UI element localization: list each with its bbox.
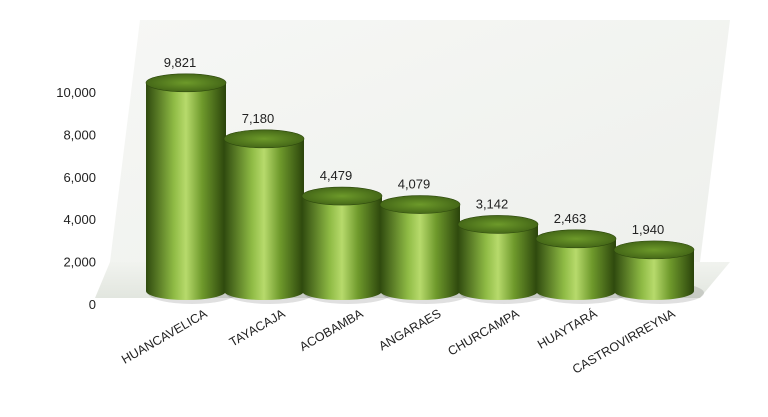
bar bbox=[223, 129, 314, 304]
bar-top bbox=[457, 215, 539, 234]
y-tick-label: 2,000 bbox=[63, 255, 96, 270]
bar bbox=[535, 229, 626, 304]
bar-body bbox=[536, 238, 616, 300]
bar-top bbox=[379, 195, 461, 214]
y-axis: 0 2,000 4,000 6,000 8,000 10,000 bbox=[56, 85, 96, 312]
y-tick-label: 10,000 bbox=[56, 85, 96, 100]
bar-body bbox=[302, 196, 382, 300]
bar bbox=[613, 240, 704, 304]
data-label: 4,079 bbox=[398, 177, 431, 192]
bar bbox=[301, 186, 392, 304]
data-labels: 9,821 7,180 4,479 4,079 3,142 2,463 1,940 bbox=[164, 55, 665, 237]
bar-top bbox=[613, 240, 695, 260]
category-label: ACOBAMBA bbox=[297, 306, 366, 354]
y-tick-label: 8,000 bbox=[63, 127, 96, 142]
bar bbox=[145, 73, 236, 304]
bar-top bbox=[301, 186, 383, 206]
bar-body bbox=[224, 138, 304, 300]
data-label: 1,940 bbox=[632, 222, 665, 237]
bar bbox=[379, 195, 470, 304]
category-label: CHURCAMPA bbox=[446, 306, 523, 358]
data-label: 3,142 bbox=[476, 196, 509, 211]
bar-top bbox=[223, 129, 305, 149]
bar-top bbox=[145, 73, 227, 93]
bar-top bbox=[535, 229, 617, 249]
category-label: TAYACAJA bbox=[227, 306, 288, 349]
bar bbox=[457, 215, 548, 304]
bar-body bbox=[146, 82, 226, 300]
category-label: ANGARAES bbox=[376, 306, 443, 353]
bars bbox=[145, 73, 704, 304]
category-label: HUANCAVELICA bbox=[119, 306, 210, 367]
category-label: HUAYTARÁ bbox=[535, 305, 600, 351]
y-tick-label: 0 bbox=[89, 297, 96, 312]
data-label: 4,479 bbox=[320, 168, 353, 183]
y-tick-label: 4,000 bbox=[63, 212, 96, 227]
bar-body bbox=[458, 224, 538, 300]
y-tick-label: 6,000 bbox=[63, 170, 96, 185]
bar-body bbox=[614, 249, 694, 300]
data-label: 9,821 bbox=[164, 55, 197, 70]
data-label: 2,463 bbox=[554, 211, 587, 226]
data-label: 7,180 bbox=[242, 111, 275, 126]
bar-body bbox=[380, 204, 460, 300]
x-axis: HUANCAVELICA TAYACAJA ACOBAMBA ANGARAES CHUR… bbox=[119, 305, 678, 376]
